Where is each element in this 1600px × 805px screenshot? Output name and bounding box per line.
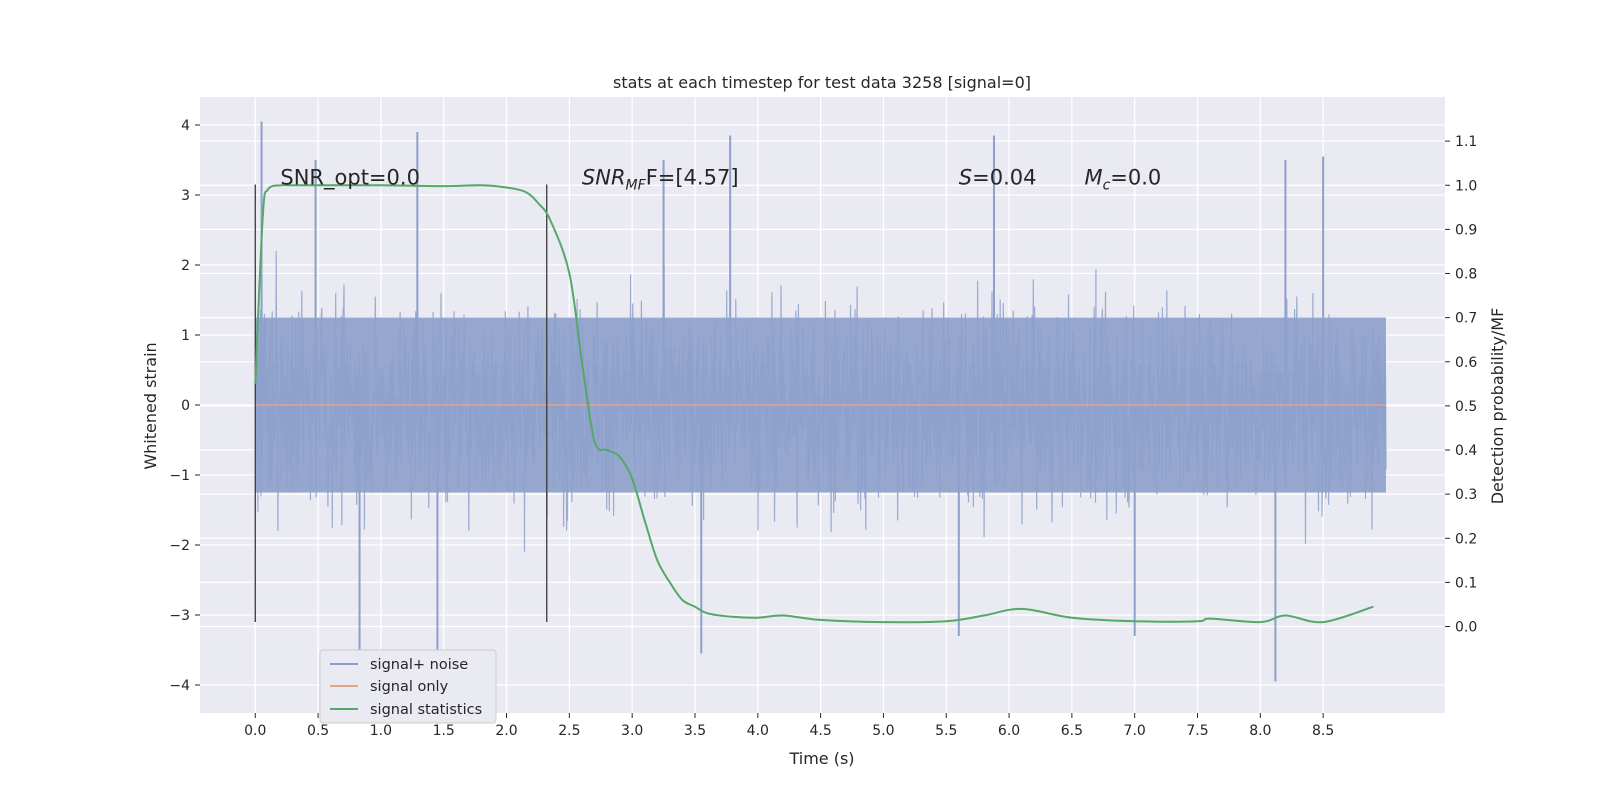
chart-title: stats at each timestep for test data 325… xyxy=(613,73,1031,92)
legend-frame xyxy=(319,649,497,724)
x-tick-label-4: 2.0 xyxy=(495,723,517,739)
y2-tick-label-9: 0.2 xyxy=(1455,531,1477,547)
x-tick-label-0: 0.0 xyxy=(244,723,266,739)
x-tick-label-12: 6.0 xyxy=(998,723,1020,739)
y-tick-label-5: −1 xyxy=(169,468,190,484)
y-tick-label-2: 2 xyxy=(181,258,190,274)
legend-label-signal-statistics: signal statistics xyxy=(370,702,482,718)
y2-tick-label-8: 0.3 xyxy=(1455,487,1477,503)
x-tick-label-11: 5.5 xyxy=(935,723,957,739)
y2-tick-label-3: 0.8 xyxy=(1455,267,1477,283)
y2-tick-label-2: 0.9 xyxy=(1455,222,1477,238)
x-tick-label-6: 3.0 xyxy=(621,723,643,739)
annotation-mc: Mc=0.0 xyxy=(1084,166,1161,194)
tick-layer: 0.0 0.5 1.0 1.5 2.0 2.5 3.0 3.5 4.0 4.5 5.0 5.5 6.0 6… xyxy=(169,118,1477,739)
x-tick-label-2: 1.0 xyxy=(370,723,392,739)
y-tick-label-7: −3 xyxy=(169,608,190,624)
annotation-s: S=0.04 xyxy=(959,166,1037,190)
y2-tick-label-10: 0.1 xyxy=(1455,575,1477,591)
x-tick-label-14: 7.0 xyxy=(1124,723,1146,739)
x-tick-label-8: 4.0 xyxy=(747,723,769,739)
y-tick-label-0: 4 xyxy=(181,118,190,134)
x-tick-label-16: 8.0 xyxy=(1249,723,1271,739)
x-tick-label-3: 1.5 xyxy=(433,723,455,739)
y-tick-label-6: −2 xyxy=(169,538,190,554)
y2-tick-label-1: 1.0 xyxy=(1455,178,1477,194)
legend-label-signal-noise: signal+ noise xyxy=(370,657,468,673)
y2-axis-label: Detection probability/MF xyxy=(1488,308,1507,505)
data-layer xyxy=(254,183,1386,624)
y-axis-label: Whitened strain xyxy=(141,342,160,469)
x-axis-label: Time (s) xyxy=(788,749,854,768)
x-tick-label-17: 8.5 xyxy=(1312,723,1334,739)
legend: signal+ noise signal only signal statist… xyxy=(319,649,497,724)
y2-tick-label-5: 0.6 xyxy=(1455,355,1477,371)
x-tick-label-5: 2.5 xyxy=(558,723,580,739)
annotation-snr-opt: SNR_opt=0.0 xyxy=(280,166,420,191)
y-tick-label-3: 1 xyxy=(181,328,190,344)
annot-layer: SNR_opt=0.0 SNRMFF=[4.57] S=0.04 Mc=0.0 xyxy=(280,166,1161,194)
y2-tick-label-4: 0.7 xyxy=(1455,311,1477,327)
annotation-snr-mf: SNRMFF=[4.57] xyxy=(582,166,739,194)
y-tick-label-4: 0 xyxy=(181,398,190,414)
x-tick-label-7: 3.5 xyxy=(684,723,706,739)
y2-tick-label-7: 0.4 xyxy=(1455,443,1477,459)
x-tick-label-13: 6.5 xyxy=(1061,723,1083,739)
y2-tick-label-11: 0.0 xyxy=(1455,620,1477,636)
x-tick-label-10: 5.0 xyxy=(872,723,894,739)
x-tick-label-15: 7.5 xyxy=(1186,723,1208,739)
x-tick-label-9: 4.5 xyxy=(809,723,831,739)
series-signal-statistics xyxy=(254,183,1374,624)
y-tick-label-8: −4 xyxy=(169,678,190,694)
y2-tick-label-0: 1.1 xyxy=(1455,134,1477,150)
x-tick-label-1: 0.5 xyxy=(307,723,329,739)
legend-label-signal-only: signal only xyxy=(370,679,449,695)
y2-tick-label-6: 0.5 xyxy=(1455,399,1477,415)
y-tick-label-1: 3 xyxy=(181,188,190,204)
